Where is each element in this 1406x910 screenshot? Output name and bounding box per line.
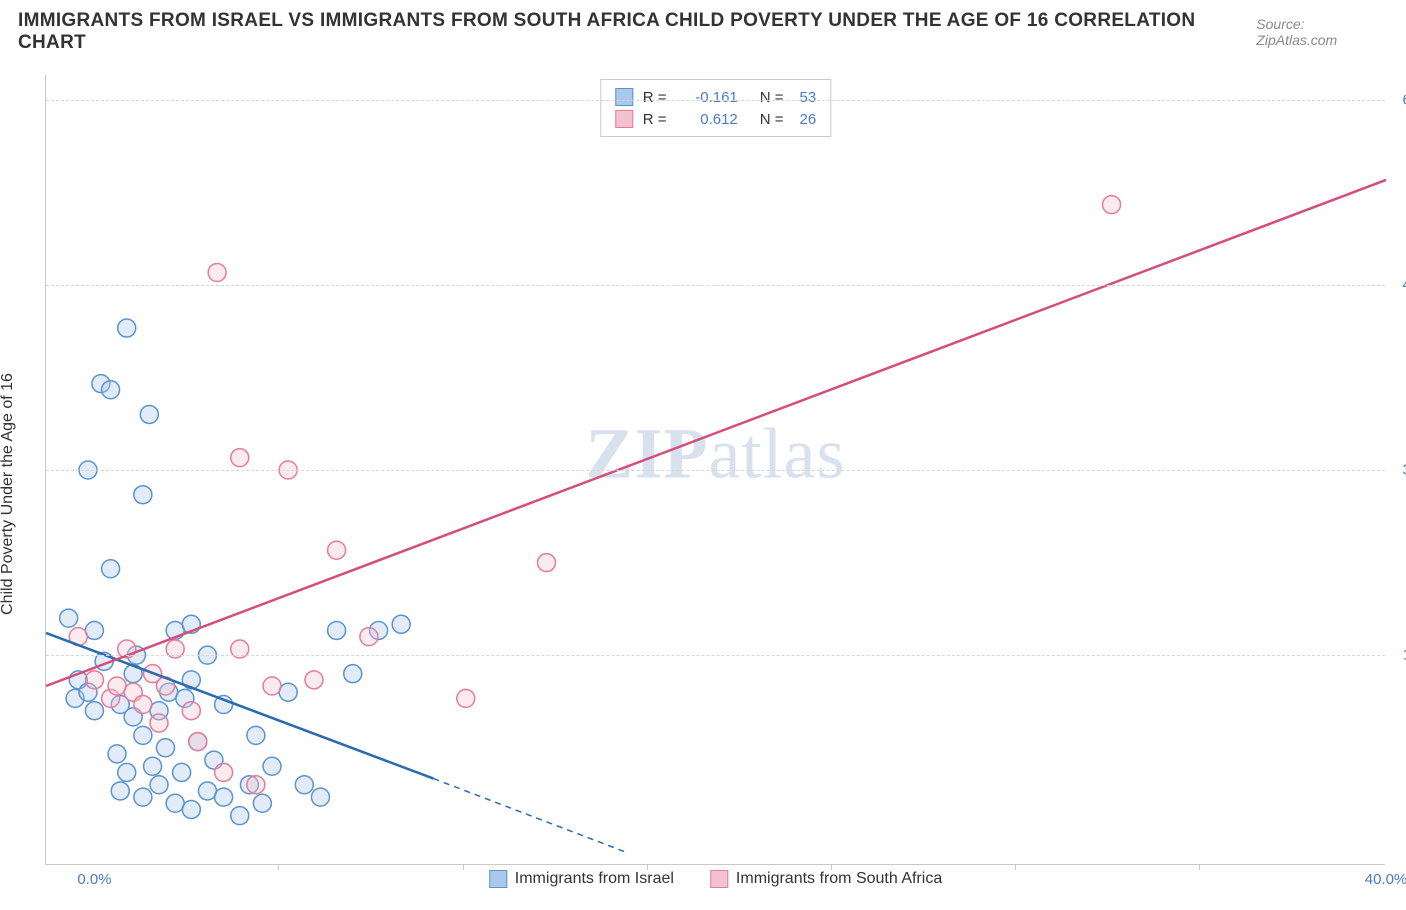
chart-title: IMMIGRANTS FROM ISRAEL VS IMMIGRANTS FRO… bbox=[18, 10, 1256, 54]
bottom-legend-israel: Immigrants from Israel bbox=[489, 870, 674, 888]
plot-area: ZIPatlas R = -0.161 N = 53 R = 0.612 N =… bbox=[45, 75, 1385, 865]
source-attribution: Source: ZipAtlas.com bbox=[1256, 16, 1388, 48]
legend-swatch-israel-icon bbox=[489, 870, 507, 888]
bottom-legend-israel-label: Immigrants from Israel bbox=[515, 870, 674, 888]
chart-header: IMMIGRANTS FROM ISRAEL VS IMMIGRANTS FRO… bbox=[0, 0, 1406, 60]
y-tick-label: 15.0% bbox=[1402, 647, 1406, 664]
bottom-legend: Immigrants from Israel Immigrants from S… bbox=[489, 870, 942, 888]
x-tick-label: 40.0% bbox=[1365, 871, 1406, 888]
legend-swatch-sa-icon bbox=[710, 870, 728, 888]
chart-container: Child Poverty Under the Age of 16 ZIPatl… bbox=[0, 60, 1406, 910]
y-axis-label: Child Poverty Under the Age of 16 bbox=[0, 373, 17, 615]
source-value: ZipAtlas.com bbox=[1256, 32, 1337, 48]
x-tick-label: 0.0% bbox=[77, 871, 111, 888]
bottom-legend-sa: Immigrants from South Africa bbox=[710, 870, 942, 888]
source-label: Source: bbox=[1256, 16, 1304, 32]
y-tick-label: 45.0% bbox=[1402, 276, 1406, 293]
y-tick-label: 30.0% bbox=[1402, 462, 1406, 479]
y-tick-label: 60.0% bbox=[1402, 91, 1406, 108]
bottom-legend-sa-label: Immigrants from South Africa bbox=[736, 870, 942, 888]
